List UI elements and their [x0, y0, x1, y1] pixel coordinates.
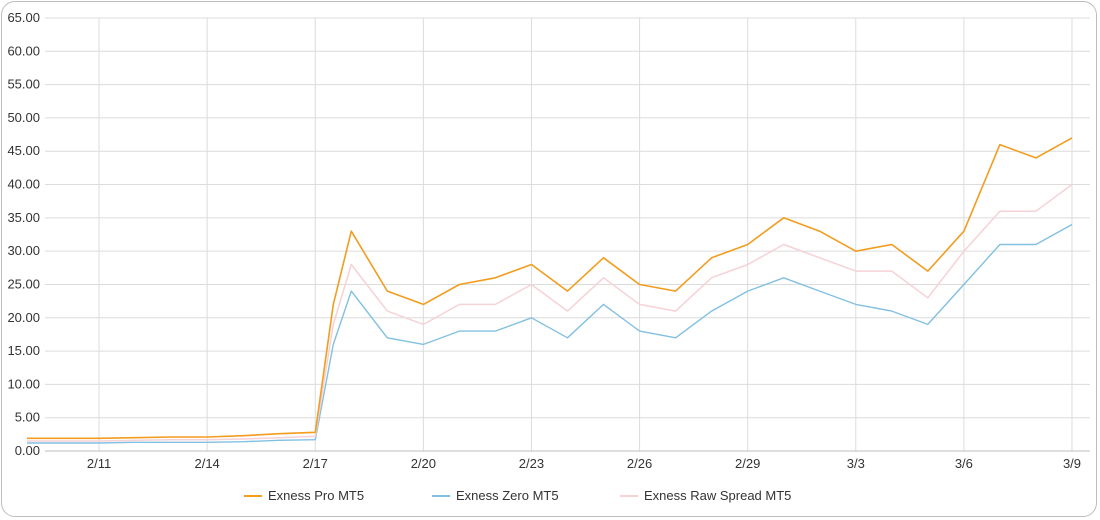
x-tick-label: 3/6 — [955, 456, 973, 471]
x-tick-label: 2/26 — [627, 456, 652, 471]
legend-label: Exness Pro MT5 — [268, 488, 364, 503]
legend-label: Exness Zero MT5 — [456, 488, 559, 503]
grid — [45, 17, 1090, 452]
x-tick-label: 2/20 — [411, 456, 436, 471]
y-tick-label: 20.00 — [7, 310, 40, 325]
x-tick-label: 3/9 — [1063, 456, 1081, 471]
y-tick-label: 5.00 — [15, 410, 40, 425]
y-tick-label: 25.00 — [7, 276, 40, 291]
x-tick-label: 3/3 — [847, 456, 865, 471]
y-tick-label: 60.00 — [7, 43, 40, 58]
x-tick-label: 2/23 — [519, 456, 544, 471]
y-tick-label: 55.00 — [7, 77, 40, 92]
legend: Exness Pro MT5 Exness Zero MT5 Exness Raw … — [244, 488, 791, 503]
legend-label: Exness Raw Spread MT5 — [644, 488, 791, 503]
y-tick-label: 15.00 — [7, 343, 40, 358]
y-axis: 0.00 5.00 10.00 15.00 20.00 25.00 30.00 35.00 40… — [7, 10, 40, 458]
series-lines — [27, 137, 1073, 444]
y-tick-label: 65.00 — [7, 10, 40, 25]
y-tick-label: 10.00 — [7, 376, 40, 391]
y-tick-label: 35.00 — [7, 210, 40, 225]
y-tick-label: 50.00 — [7, 110, 40, 125]
x-axis: 2/11 2/14 2/17 2/20 2/23 2/26 2/29 3/3 3/6 3/9 — [45, 450, 1090, 471]
series-line-1 — [27, 223, 1073, 444]
y-tick-label: 40.00 — [7, 177, 40, 192]
y-tick-label: 0.00 — [15, 443, 40, 458]
series-line-2 — [27, 183, 1073, 442]
y-tick-label: 45.00 — [7, 143, 40, 158]
series-line-0 — [27, 137, 1073, 440]
x-tick-label: 2/11 — [87, 456, 111, 471]
y-tick-label: 30.00 — [7, 243, 40, 258]
x-tick-label: 2/29 — [735, 456, 760, 471]
x-tick-label: 2/17 — [303, 456, 328, 471]
x-tick-label: 2/14 — [194, 456, 219, 471]
